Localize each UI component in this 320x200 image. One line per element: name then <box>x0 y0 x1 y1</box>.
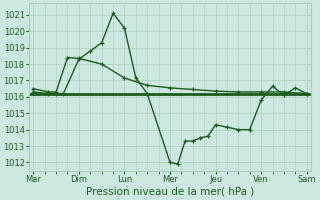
X-axis label: Pression niveau de la mer( hPa ): Pression niveau de la mer( hPa ) <box>86 187 254 197</box>
